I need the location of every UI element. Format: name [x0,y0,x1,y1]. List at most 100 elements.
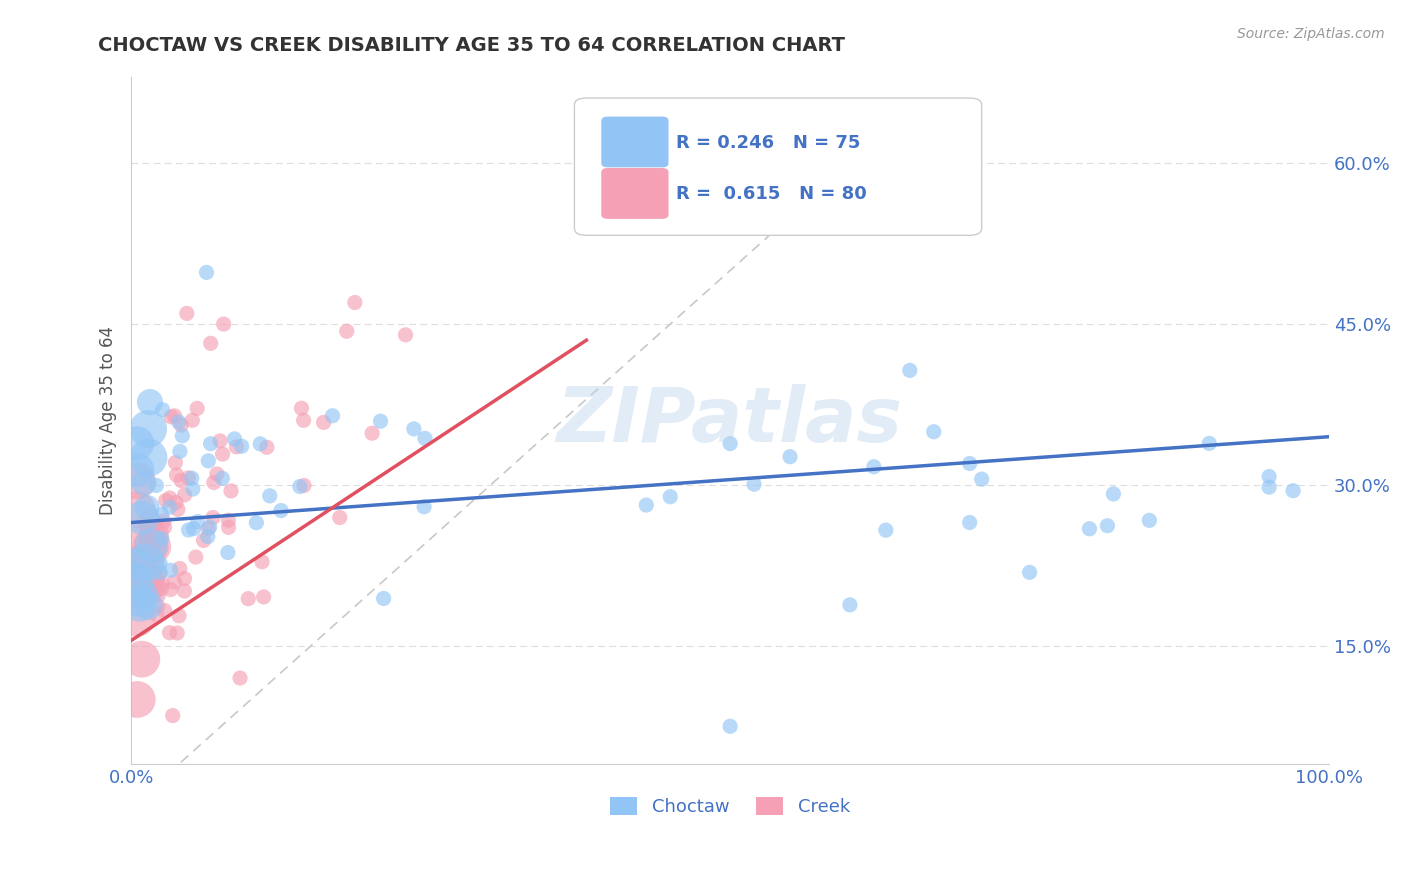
Point [139,395,162,409]
Point [1282,483,1305,498]
Point [155,493,177,508]
Point [127,573,149,587]
Point [152,402,174,417]
Text: R =  0.615   N = 80: R = 0.615 N = 80 [676,186,868,203]
Point [177,471,200,485]
Point [718,436,741,450]
Point [238,591,260,606]
Point [180,471,202,485]
Point [176,306,198,320]
Point [153,520,176,534]
Point [209,434,232,448]
Point [159,491,181,505]
Point [252,590,274,604]
Point [413,500,436,514]
Point [288,479,311,493]
Point [127,558,149,572]
Point [329,510,352,524]
FancyBboxPatch shape [602,169,668,219]
Point [159,500,181,515]
Point [150,508,173,522]
Point [370,414,392,428]
Point [361,426,384,441]
Point [145,478,167,492]
Point [139,540,162,554]
Point [127,474,149,488]
Point [127,611,149,625]
Point [211,447,233,461]
Point [718,719,741,733]
Point [659,490,682,504]
Point [146,607,169,622]
Point [159,582,181,597]
Point [145,520,167,534]
Point [153,604,176,618]
Point [127,692,149,706]
Point [256,440,278,454]
Point [217,545,239,559]
Point [187,515,209,529]
Point [245,516,267,530]
Point [336,324,359,338]
Point [138,450,160,465]
Point [184,550,207,565]
Point [150,532,173,546]
Point [312,416,335,430]
Point [270,503,292,517]
Point [863,459,886,474]
Text: R = 0.246   N = 75: R = 0.246 N = 75 [676,134,860,152]
Point [173,488,195,502]
Point [149,556,172,570]
Point [136,582,159,596]
Text: CHOCTAW VS CREEK DISABILITY AGE 35 TO 64 CORRELATION CHART: CHOCTAW VS CREEK DISABILITY AGE 35 TO 64… [98,36,845,54]
Point [148,588,170,602]
Point [922,425,945,439]
Point [128,598,150,612]
Point [139,516,162,530]
Point [167,608,190,623]
Point [183,522,205,536]
Y-axis label: Disability Age 35 to 64: Disability Age 35 to 64 [100,326,117,516]
Point [200,336,222,351]
Point [135,558,157,572]
Point [127,572,149,586]
Point [181,413,204,427]
Point [186,401,208,416]
Point [131,568,153,582]
Point [742,477,765,491]
Point [636,498,658,512]
Point [205,467,228,481]
Point [218,520,240,534]
Point [165,456,187,470]
Point [149,566,172,580]
Point [146,599,169,613]
Point [219,483,242,498]
Point [193,533,215,548]
Point [1102,487,1125,501]
Legend: Choctaw, Creek: Choctaw, Creek [603,789,858,823]
Point [170,474,193,488]
Point [172,429,194,443]
Point [402,422,425,436]
Point [152,576,174,591]
Point [959,516,981,530]
Point [134,587,156,601]
Point [153,514,176,528]
Point [170,418,193,433]
Point [1198,436,1220,450]
Point [838,598,860,612]
Point [127,463,149,477]
Point [169,561,191,575]
Point [394,327,416,342]
Point [225,440,247,454]
Point [131,652,153,666]
Point [197,522,219,536]
Point [249,437,271,451]
Point [162,708,184,723]
Point [1258,469,1281,483]
Point [146,574,169,588]
Point [970,472,993,486]
Point [1258,480,1281,494]
Text: ZIPatlas: ZIPatlas [557,384,903,458]
Point [127,582,149,597]
